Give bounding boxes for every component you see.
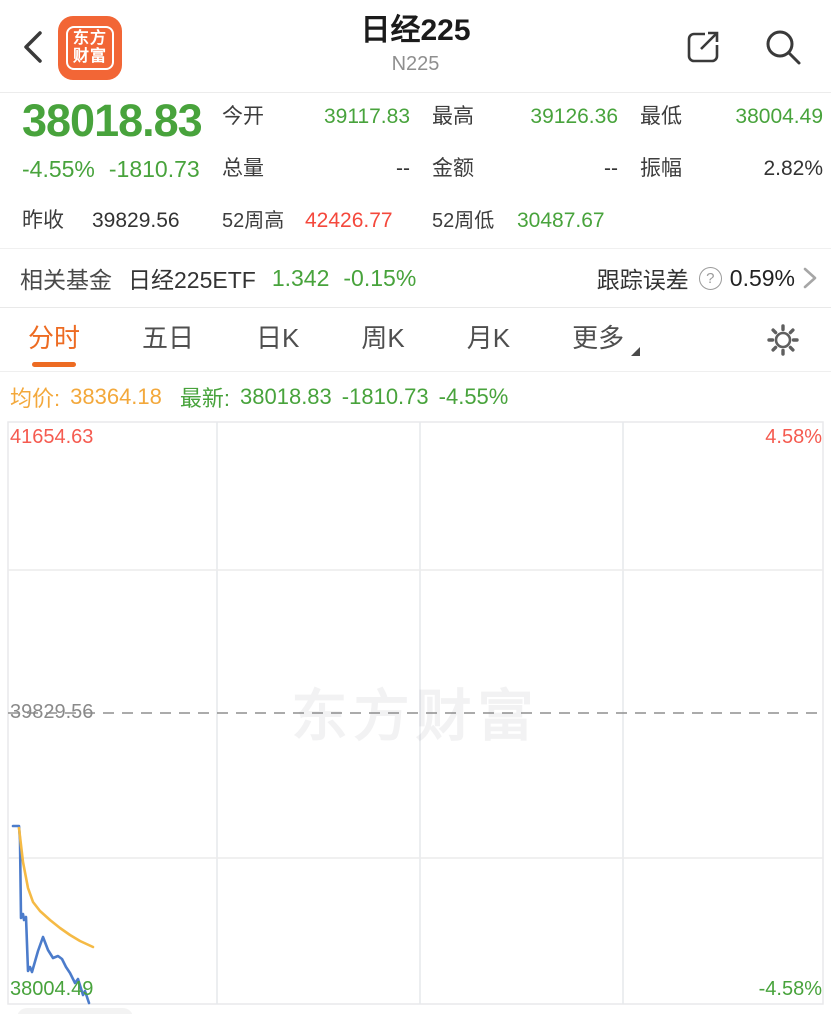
fund-price: 1.342 xyxy=(271,264,330,291)
tab-five-day[interactable]: 五日 xyxy=(142,322,195,353)
tab-weekly-k[interactable]: 周K xyxy=(361,322,405,353)
stat-label-amplitude: 振幅 xyxy=(640,157,682,180)
price-line xyxy=(11,824,91,1005)
stat-value-low: 38004.49 xyxy=(735,105,823,128)
stat-label-52w-low: 52周低 xyxy=(432,210,495,232)
stat-label-open: 今开 xyxy=(222,105,264,128)
app-logo: 东方 财富 xyxy=(58,16,122,80)
current-price: 38018.83 xyxy=(22,95,203,146)
tab-minute[interactable]: 分时 xyxy=(28,309,80,372)
related-fund-row[interactable]: 相关基金 日经225ETF 1.342 -0.15% 跟踪误差 ? 0.59% xyxy=(0,248,831,308)
watermark: 东方财富 xyxy=(291,684,540,748)
y-axis-min-label: 38004.49 xyxy=(10,978,94,1000)
average-line xyxy=(17,826,95,949)
y-axis-max-label: 41654.63 xyxy=(10,426,94,448)
avg-price-label: 均价: xyxy=(10,385,61,411)
tab-monthly-k[interactable]: 月K xyxy=(466,322,511,353)
stat-value-amplitude: 2.82% xyxy=(763,157,823,180)
app-logo-text: 东方 财富 xyxy=(65,26,114,70)
stat-label-high: 最高 xyxy=(432,105,474,128)
search-icon[interactable] xyxy=(760,24,806,75)
chart-period-tabs: 分时 五日 日K 周K 月K 更多 xyxy=(0,309,831,372)
tracking-error-label: 跟踪误差 xyxy=(596,267,689,293)
share-icon[interactable] xyxy=(680,24,726,75)
quote-stats-panel: 38018.83 -4.55% -1810.73 今开 39117.83 最高 3… xyxy=(0,94,831,248)
stat-label-volume: 总量 xyxy=(222,157,264,180)
minute-chart-canvas[interactable]: 东方财富 41654.63 4.58% 39829.56 38004.49 -4… xyxy=(0,421,831,1014)
fund-change-pct: -0.15% xyxy=(343,264,417,291)
avg-price-value: 38364.18 xyxy=(70,383,162,409)
stat-label-amount: 金额 xyxy=(432,157,474,180)
stat-label-low: 最低 xyxy=(640,105,682,128)
y-axis-min-pct-label: -4.58% xyxy=(758,978,822,1000)
time-axis-bubble xyxy=(17,1008,133,1014)
avg-last-row: 均价: 38364.18 最新: 38018.83 -1810.73 -4.55… xyxy=(0,372,831,421)
price-change: -4.55% -1810.73 xyxy=(22,154,214,184)
last-price-label: 最新: xyxy=(179,385,231,411)
active-tab-underline xyxy=(32,361,76,367)
more-dropdown-triangle-icon xyxy=(631,346,641,356)
app-header: 东方 财富 日经225 N225 xyxy=(0,0,831,93)
tab-daily-k[interactable]: 日K xyxy=(256,322,300,353)
price-change-pct: -4.55% xyxy=(22,156,95,182)
stat-label-prev-close: 昨收 xyxy=(22,209,64,232)
stat-label-52w-high: 52周高 xyxy=(222,210,285,232)
tab-more[interactable]: 更多 xyxy=(572,309,641,372)
help-question-icon[interactable]: ? xyxy=(698,266,722,290)
related-fund-label: 相关基金 xyxy=(20,267,112,293)
prev-close-axis-label: 39829.56 xyxy=(10,701,94,723)
back-chevron-icon xyxy=(24,31,42,63)
price-change-abs: -1810.73 xyxy=(108,156,200,182)
tracking-error-value: 0.59% xyxy=(729,264,795,291)
stat-value-amount: -- xyxy=(604,157,618,180)
last-change-abs: -1810.73 xyxy=(341,383,429,409)
stat-value-52w-low: 30487.67 xyxy=(517,209,605,232)
settings-gear-icon[interactable] xyxy=(763,320,803,360)
y-axis-max-pct-label: 4.58% xyxy=(765,426,822,448)
fund-name: 日经225ETF xyxy=(128,267,256,293)
stat-value-prev-close: 39829.56 xyxy=(92,209,180,232)
last-price-value: 38018.83 xyxy=(240,383,332,409)
stat-value-open: 39117.83 xyxy=(323,105,410,128)
stat-value-volume: -- xyxy=(396,157,410,180)
stat-value-52w-high: 42426.77 xyxy=(305,209,393,232)
chevron-right-icon xyxy=(803,267,817,289)
stat-value-high: 39126.36 xyxy=(530,105,618,128)
last-change-pct: -4.55% xyxy=(438,383,509,409)
back-button[interactable] xyxy=(16,25,50,69)
